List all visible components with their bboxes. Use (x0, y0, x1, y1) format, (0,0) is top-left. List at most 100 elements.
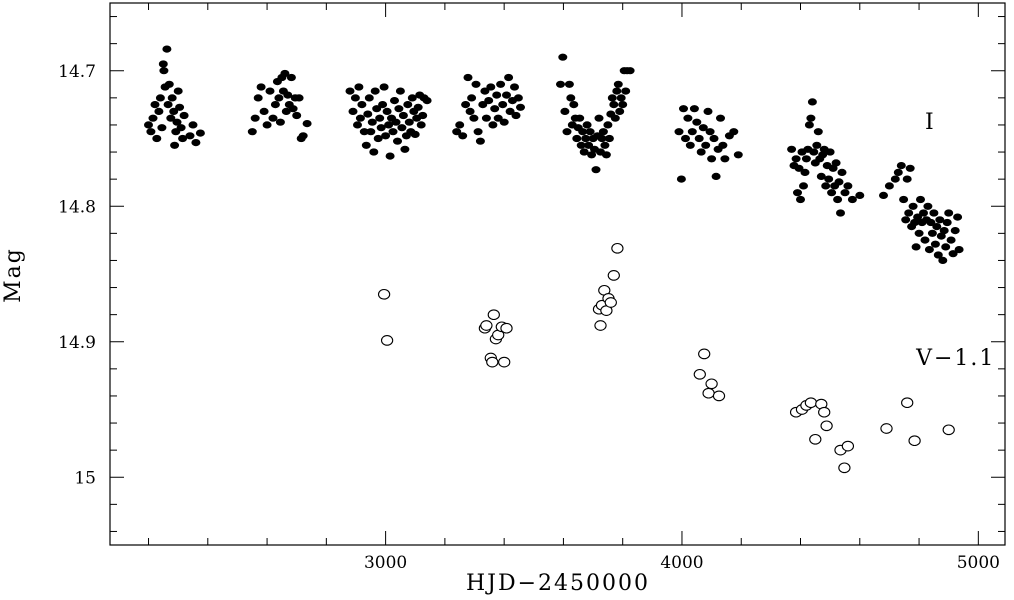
i-band-point (813, 128, 823, 136)
i-band-point (601, 151, 611, 159)
i-band-point (827, 189, 837, 197)
i-band-point (939, 227, 949, 235)
i-band-point (504, 73, 514, 82)
i-band-point (809, 148, 819, 156)
v-band-point (820, 420, 833, 432)
i-band-point (600, 141, 610, 149)
i-band-point (621, 87, 631, 95)
i-band-point (941, 243, 951, 251)
i-band-point (558, 53, 568, 61)
i-band-point (410, 130, 420, 138)
i-band-point (471, 80, 481, 88)
i-band-point (616, 94, 626, 102)
i-band-point (274, 94, 284, 102)
i-band-point (924, 246, 934, 254)
i-band-point (452, 128, 462, 136)
y-tick-label: 15 (74, 468, 96, 488)
axis-ticks (110, 3, 1005, 545)
x-axis-label: HJD−2450000 (466, 571, 650, 596)
i-band-point (280, 69, 290, 78)
i-band-point (363, 110, 373, 118)
i-band-point (481, 114, 491, 122)
i-band-point (787, 145, 797, 153)
x-tick-label: 3000 (364, 553, 407, 573)
v-band-point (498, 356, 511, 368)
i-band-point (364, 94, 374, 102)
v-band-point (604, 297, 617, 308)
i-band-point (395, 87, 405, 95)
v-band-point (809, 433, 822, 445)
i-band-point (948, 250, 958, 258)
i-band-point (812, 141, 822, 149)
i-band-point (176, 124, 186, 132)
i-band-point (501, 91, 511, 99)
i-band-point (148, 114, 158, 122)
i-band-point (288, 105, 298, 113)
i-band-point (800, 168, 810, 176)
v-band-point (901, 397, 914, 409)
i-band-point (618, 100, 628, 109)
i-band-point (162, 45, 172, 53)
i-band-point (911, 243, 921, 251)
i-band-point (698, 124, 708, 132)
v-band-point (804, 397, 818, 409)
i-band-point (834, 178, 844, 186)
i-band-point (801, 155, 811, 163)
i-band-point (878, 191, 888, 199)
i-band-point (566, 94, 576, 102)
i-band-point (404, 118, 414, 126)
i-band-point (920, 236, 930, 244)
i-band-point (369, 148, 379, 156)
i-band-point (463, 73, 473, 82)
i-band-point (172, 118, 182, 126)
i-band-point (603, 121, 613, 129)
i-band-point (354, 83, 364, 91)
i-band-point (835, 209, 845, 217)
i-band-point (831, 159, 841, 167)
i-band-point (486, 83, 496, 91)
i-band-point (355, 114, 365, 122)
i-band-point (513, 94, 523, 102)
i-band-point (678, 105, 688, 113)
i-band-point (492, 91, 502, 99)
i-band-point (825, 148, 835, 156)
i-band-point (461, 100, 471, 109)
i-band-point (594, 114, 604, 122)
i-band-point (418, 111, 428, 120)
i-band-point (692, 118, 702, 126)
i-band-point (953, 213, 963, 221)
i-band-point (560, 107, 570, 115)
i-band-point (733, 151, 743, 159)
i-band-point (488, 121, 498, 129)
i-band-point (294, 94, 304, 102)
i-band-point (195, 129, 205, 137)
i-band-point (582, 121, 592, 129)
i-band-point (499, 118, 509, 126)
i-band-point (348, 107, 358, 115)
i-band-point (357, 100, 367, 109)
i-band-point (511, 111, 521, 120)
i-band-point (352, 121, 362, 129)
i-band-point (379, 83, 389, 91)
i-band-point (685, 141, 695, 149)
tick-labels: 3000 4000 5000 14.7 14.8 14.9 15 (58, 62, 1000, 573)
i-band-point (268, 114, 278, 122)
i-band-point (569, 100, 579, 109)
i-band-point (188, 121, 198, 129)
data-points (144, 45, 964, 474)
i-band-point (855, 191, 865, 199)
i-band-point (584, 141, 594, 149)
i-band-point (467, 94, 477, 102)
i-band-point (604, 134, 614, 143)
v-band-point (693, 368, 706, 380)
i-band-point (292, 111, 302, 120)
i-band-point (703, 107, 713, 115)
x-tick-label: 4000 (660, 553, 703, 573)
i-band-point (927, 229, 937, 237)
i-band-point (689, 105, 699, 113)
i-band-point (680, 134, 690, 143)
i-band-point (169, 107, 179, 115)
i-band-point (370, 87, 380, 95)
i-band-point (166, 114, 176, 122)
